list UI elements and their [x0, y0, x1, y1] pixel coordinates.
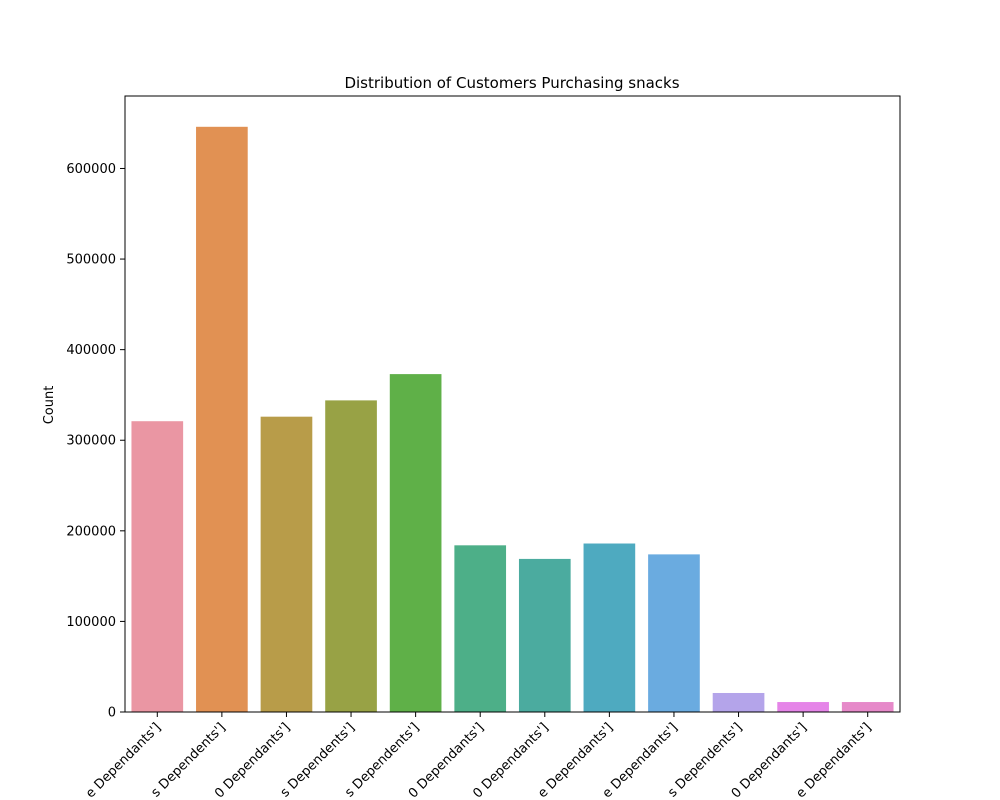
y-tick-label: 600000 [66, 162, 116, 177]
y-tick-label: 200000 [66, 524, 116, 539]
bar-3 [325, 400, 377, 712]
bar-4 [389, 374, 442, 712]
chart-title: Distribution of Customers Purchasing sna… [344, 74, 679, 92]
y-axis-ticks: 0 100000 200000 300000 400000 500000 600000 [66, 162, 125, 721]
x-axis-ticks: e Dependants']s Dependents']0 Dependants… [83, 712, 875, 800]
y-tick-label: 0 [108, 706, 116, 721]
bar-10 [777, 702, 829, 712]
bar-9 [712, 692, 765, 712]
y-tick-label: 100000 [66, 615, 116, 630]
bar-7 [583, 543, 636, 712]
bar-1 [196, 126, 248, 713]
y-tick-label: 300000 [66, 434, 116, 449]
y-tick-label: 400000 [66, 343, 116, 358]
bar-11 [841, 702, 894, 712]
bar-2 [260, 416, 313, 712]
bar-6 [518, 558, 571, 712]
bar-8 [648, 554, 700, 712]
bar-0 [131, 421, 184, 712]
bar-5 [454, 545, 507, 712]
y-tick-label: 500000 [66, 253, 116, 268]
plot-frame [124, 95, 901, 713]
y-axis-label: Count [42, 386, 57, 425]
bars-group [131, 126, 894, 713]
